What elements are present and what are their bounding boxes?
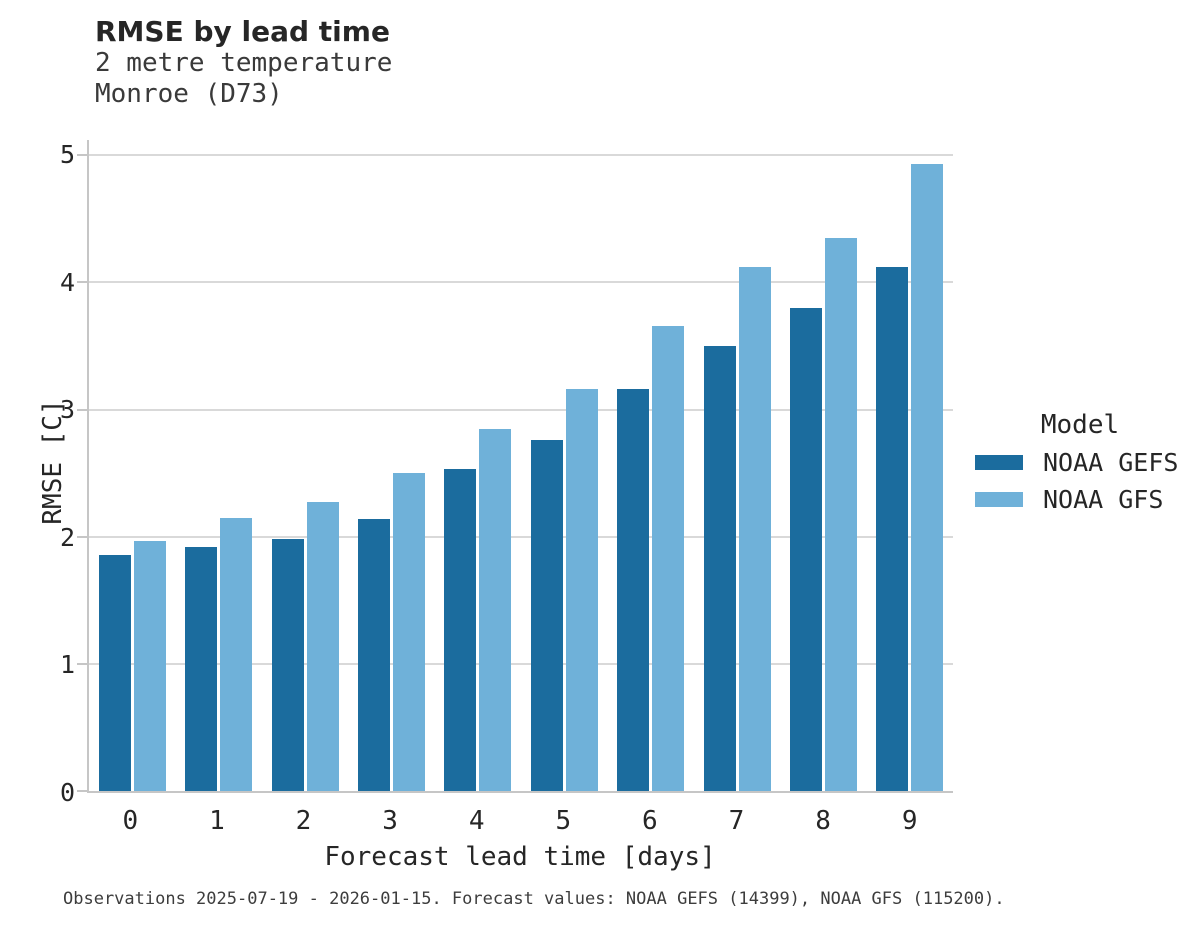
bar-noaa-gefs <box>789 307 822 791</box>
bar-noaa-gfs <box>133 540 166 791</box>
bar-group <box>694 140 780 791</box>
x-axis-tick-labels: 0 1 2 3 4 5 6 7 8 9 <box>87 806 953 836</box>
x-tick-label: 6 <box>642 806 658 836</box>
bar-noaa-gefs <box>876 267 909 791</box>
bar-noaa-gfs <box>911 164 944 791</box>
chart-title: RMSE by lead time <box>95 15 390 48</box>
y-tick-label: 0 <box>59 778 75 807</box>
gridline <box>89 154 953 157</box>
legend-swatch-noaa-gfs <box>975 491 1023 507</box>
x-tick-label: 0 <box>122 806 139 836</box>
bar-noaa-gefs <box>271 539 304 791</box>
y-axis-tick <box>77 535 87 538</box>
chart-header: RMSE by lead time 2 metre temperature Mo… <box>95 16 392 110</box>
bar-noaa-gfs <box>220 517 253 791</box>
legend-title: Model <box>1040 410 1120 440</box>
bar-noaa-gfs <box>652 325 685 791</box>
x-tick-label: 4 <box>468 806 485 836</box>
legend-label-noaa-gfs: NOAA GFS <box>1043 484 1164 514</box>
x-tick-label: 5 <box>555 806 572 836</box>
bar-group <box>348 140 434 791</box>
gridline <box>89 662 953 665</box>
y-tick-label: 4 <box>59 267 75 297</box>
bar-group <box>780 140 866 791</box>
y-axis-tick <box>77 281 87 284</box>
gridline <box>89 408 953 411</box>
bar-group <box>262 140 348 791</box>
bar-group <box>435 140 521 791</box>
y-tick-label: 3 <box>59 395 75 425</box>
bar-noaa-gefs <box>617 389 650 791</box>
bar-noaa-gefs <box>185 546 218 791</box>
y-axis-tick <box>77 790 87 792</box>
y-tick-label: 5 <box>59 140 75 170</box>
legend-label-noaa-gefs: NOAA GEFS <box>1043 447 1179 477</box>
y-axis-tick-labels: 0 1 2 3 4 5 <box>0 140 75 807</box>
y-tick-label: 1 <box>59 650 75 680</box>
chart-subtitle-station: Monroe (D73) <box>95 79 283 109</box>
bars <box>89 140 953 791</box>
bar-noaa-gefs <box>703 345 736 791</box>
x-tick-label: 2 <box>295 806 312 836</box>
bar-noaa-gfs <box>565 389 598 791</box>
bar-noaa-gfs <box>738 267 771 791</box>
y-axis-tick <box>77 408 87 411</box>
x-tick-label: 9 <box>901 806 918 836</box>
legend: Model NOAA GEFS NOAA GFS <box>975 410 1185 522</box>
bar-group <box>607 140 693 791</box>
gridline <box>89 535 953 538</box>
y-tick-label: 2 <box>59 522 75 552</box>
bar-noaa-gfs <box>479 428 512 791</box>
y-axis-tick <box>77 662 87 665</box>
chart-subtitle-variable: 2 metre temperature <box>95 48 393 78</box>
bar-noaa-gfs <box>306 502 339 791</box>
bar-group <box>521 140 607 791</box>
plot-area <box>77 140 953 793</box>
bar-noaa-gefs <box>444 469 477 791</box>
bar-noaa-gefs <box>530 440 563 791</box>
y-axis-tick <box>77 154 87 157</box>
bar-noaa-gefs <box>98 554 131 791</box>
gridline <box>89 281 953 284</box>
x-tick-label: 3 <box>382 806 398 836</box>
legend-swatch-noaa-gefs <box>975 454 1023 470</box>
legend-entry-noaa-gfs: NOAA GFS <box>975 484 1185 514</box>
x-tick-label: 1 <box>209 806 225 836</box>
bar-group <box>867 140 953 791</box>
bar-noaa-gfs <box>392 473 425 791</box>
bar-group <box>175 140 261 791</box>
bar-noaa-gfs <box>824 237 857 791</box>
bar-noaa-gefs <box>357 518 390 791</box>
footnote: Observations 2025-07-19 - 2026-01-15. Fo… <box>63 889 1005 909</box>
bar-group <box>89 140 175 791</box>
legend-entry-noaa-gefs: NOAA GEFS <box>975 447 1185 477</box>
x-tick-label: 8 <box>815 806 831 836</box>
x-tick-label: 7 <box>728 806 745 836</box>
x-axis-title: Forecast lead time [days] <box>324 842 716 872</box>
